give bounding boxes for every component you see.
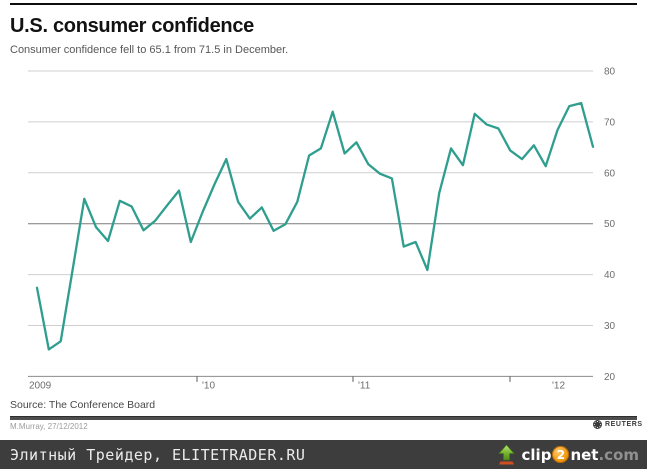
clip2net-net-text: net bbox=[570, 445, 599, 464]
banner-site-text: Элитный Трейдер, ELITETRADER.RU bbox=[10, 445, 306, 464]
source-note: Source: The Conference Board bbox=[10, 399, 156, 411]
y-axis-label: 60 bbox=[604, 168, 616, 179]
clip2net-com-text: .com bbox=[598, 445, 639, 464]
footer-rule bbox=[10, 416, 637, 420]
chart-subtitle: Consumer confidence fell to 65.1 from 71… bbox=[10, 44, 289, 56]
chart-title: U.S. consumer confidence bbox=[10, 15, 254, 37]
y-axis-label: 80 bbox=[604, 67, 616, 78]
clip2net-2-badge: 2 bbox=[552, 446, 570, 463]
clip2net-logo: clip 2 net .com bbox=[496, 444, 639, 465]
y-axis-label: 50 bbox=[604, 219, 616, 230]
y-axis-label: 20 bbox=[604, 372, 616, 383]
x-axis-label: '11 bbox=[358, 381, 371, 392]
x-axis-label: '12 bbox=[552, 381, 565, 392]
x-axis-label: 2009 bbox=[29, 381, 52, 392]
consumer-confidence-line-chart: 80 70 60 50 40 30 20 2009 '10 '11 '12 bbox=[28, 67, 616, 392]
upload-arrow-icon bbox=[497, 444, 515, 465]
reuters-globe-icon bbox=[593, 419, 602, 429]
reuters-wordmark: REUTERS bbox=[605, 420, 643, 428]
y-axis-label: 70 bbox=[604, 117, 616, 128]
x-axis-label: '10 bbox=[202, 381, 215, 392]
reuters-logo: REUTERS bbox=[593, 419, 643, 429]
top-rule bbox=[10, 3, 637, 5]
watermark-banner: Элитный Трейдер, ELITETRADER.RU clip 2 n… bbox=[0, 440, 647, 469]
y-axis-label: 30 bbox=[604, 321, 616, 332]
confidence-line-series bbox=[35, 101, 595, 351]
y-axis-label: 40 bbox=[604, 270, 616, 281]
credit-note: M.Murray, 27/12/2012 bbox=[10, 422, 88, 431]
clip2net-clip-text: clip bbox=[521, 445, 552, 464]
